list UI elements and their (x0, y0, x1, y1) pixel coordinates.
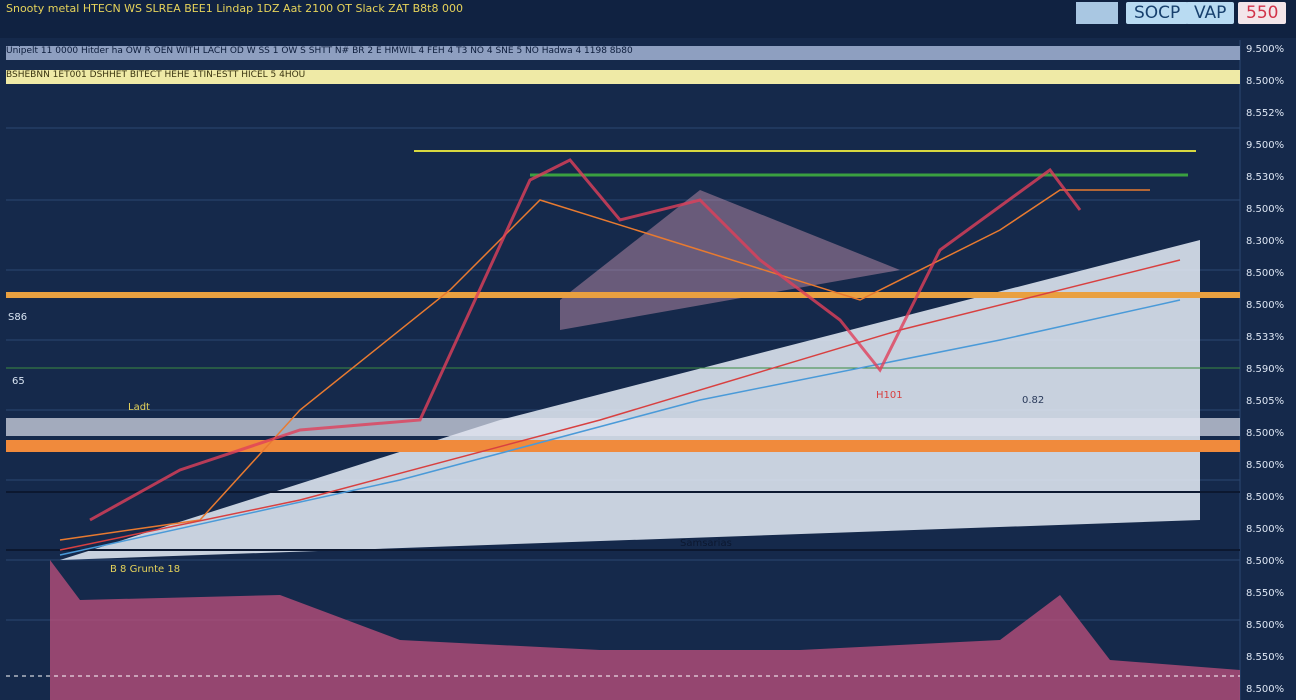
price-label: 8.550% (1246, 588, 1285, 599)
annotation: Samsarias (680, 538, 732, 549)
price-label: 8.500% (1246, 684, 1285, 695)
price-candles (89, 158, 1082, 522)
annotation: S86 (8, 312, 28, 323)
price-label: 8.500% (1246, 524, 1285, 535)
annotation: 65 (12, 376, 25, 387)
price-label: 8.500% (1246, 460, 1285, 471)
price-label: 8.552% (1246, 108, 1285, 119)
indicator-line (59, 299, 1181, 556)
annotation: Ladt (128, 402, 150, 413)
chart-title: Snooty metal HTECN WS SLREA BEE1 Lindap … (6, 2, 463, 15)
band (6, 440, 1240, 452)
button[interactable]: SOCP (1126, 2, 1189, 24)
price-label: 8.550% (1246, 652, 1285, 663)
tool-icon[interactable] (1076, 2, 1118, 24)
annotation: H101 (876, 390, 903, 401)
price-label: 8.505% (1246, 396, 1285, 407)
price-label: 8.533% (1246, 332, 1285, 343)
shaded-wedge (60, 240, 1200, 560)
price-label: 8.500% (1246, 492, 1285, 503)
volume-area (50, 560, 1240, 700)
indicator-line (59, 259, 1181, 551)
price-label: 8.300% (1246, 236, 1285, 247)
button[interactable]: VAP (1186, 2, 1235, 24)
annotation: B 8 Grunte 18 (110, 564, 181, 575)
price-label: 8.500% (1246, 76, 1285, 87)
price-label: 8.500% (1246, 268, 1285, 279)
info-row: BSHEBNN 1ET001 DSHHET BITECT HEHE 1TIN-E… (6, 70, 1240, 84)
price-label: 8.590% (1246, 364, 1285, 375)
toolbar: Snooty metal HTECN WS SLREA BEE1 Lindap … (0, 0, 1296, 38)
indicator-line (59, 189, 1150, 541)
price-label: 8.500% (1246, 620, 1285, 631)
annotation: 0.82 (1022, 395, 1045, 406)
price-label: 8.500% (1246, 204, 1285, 215)
price-label: 8.500% (1246, 300, 1285, 311)
price-label: 9.500% (1246, 44, 1285, 55)
info-row: Unipelt 11 0000 Hitder ha OW R OEN WITH … (6, 46, 1240, 60)
price-label: 8.500% (1246, 428, 1285, 439)
price-label: 8.500% (1246, 556, 1285, 567)
band (6, 292, 1240, 298)
band (6, 418, 1240, 436)
price-label: 8.530% (1246, 172, 1285, 183)
price-label: 9.500% (1246, 140, 1285, 151)
button[interactable]: 550 (1238, 2, 1287, 24)
